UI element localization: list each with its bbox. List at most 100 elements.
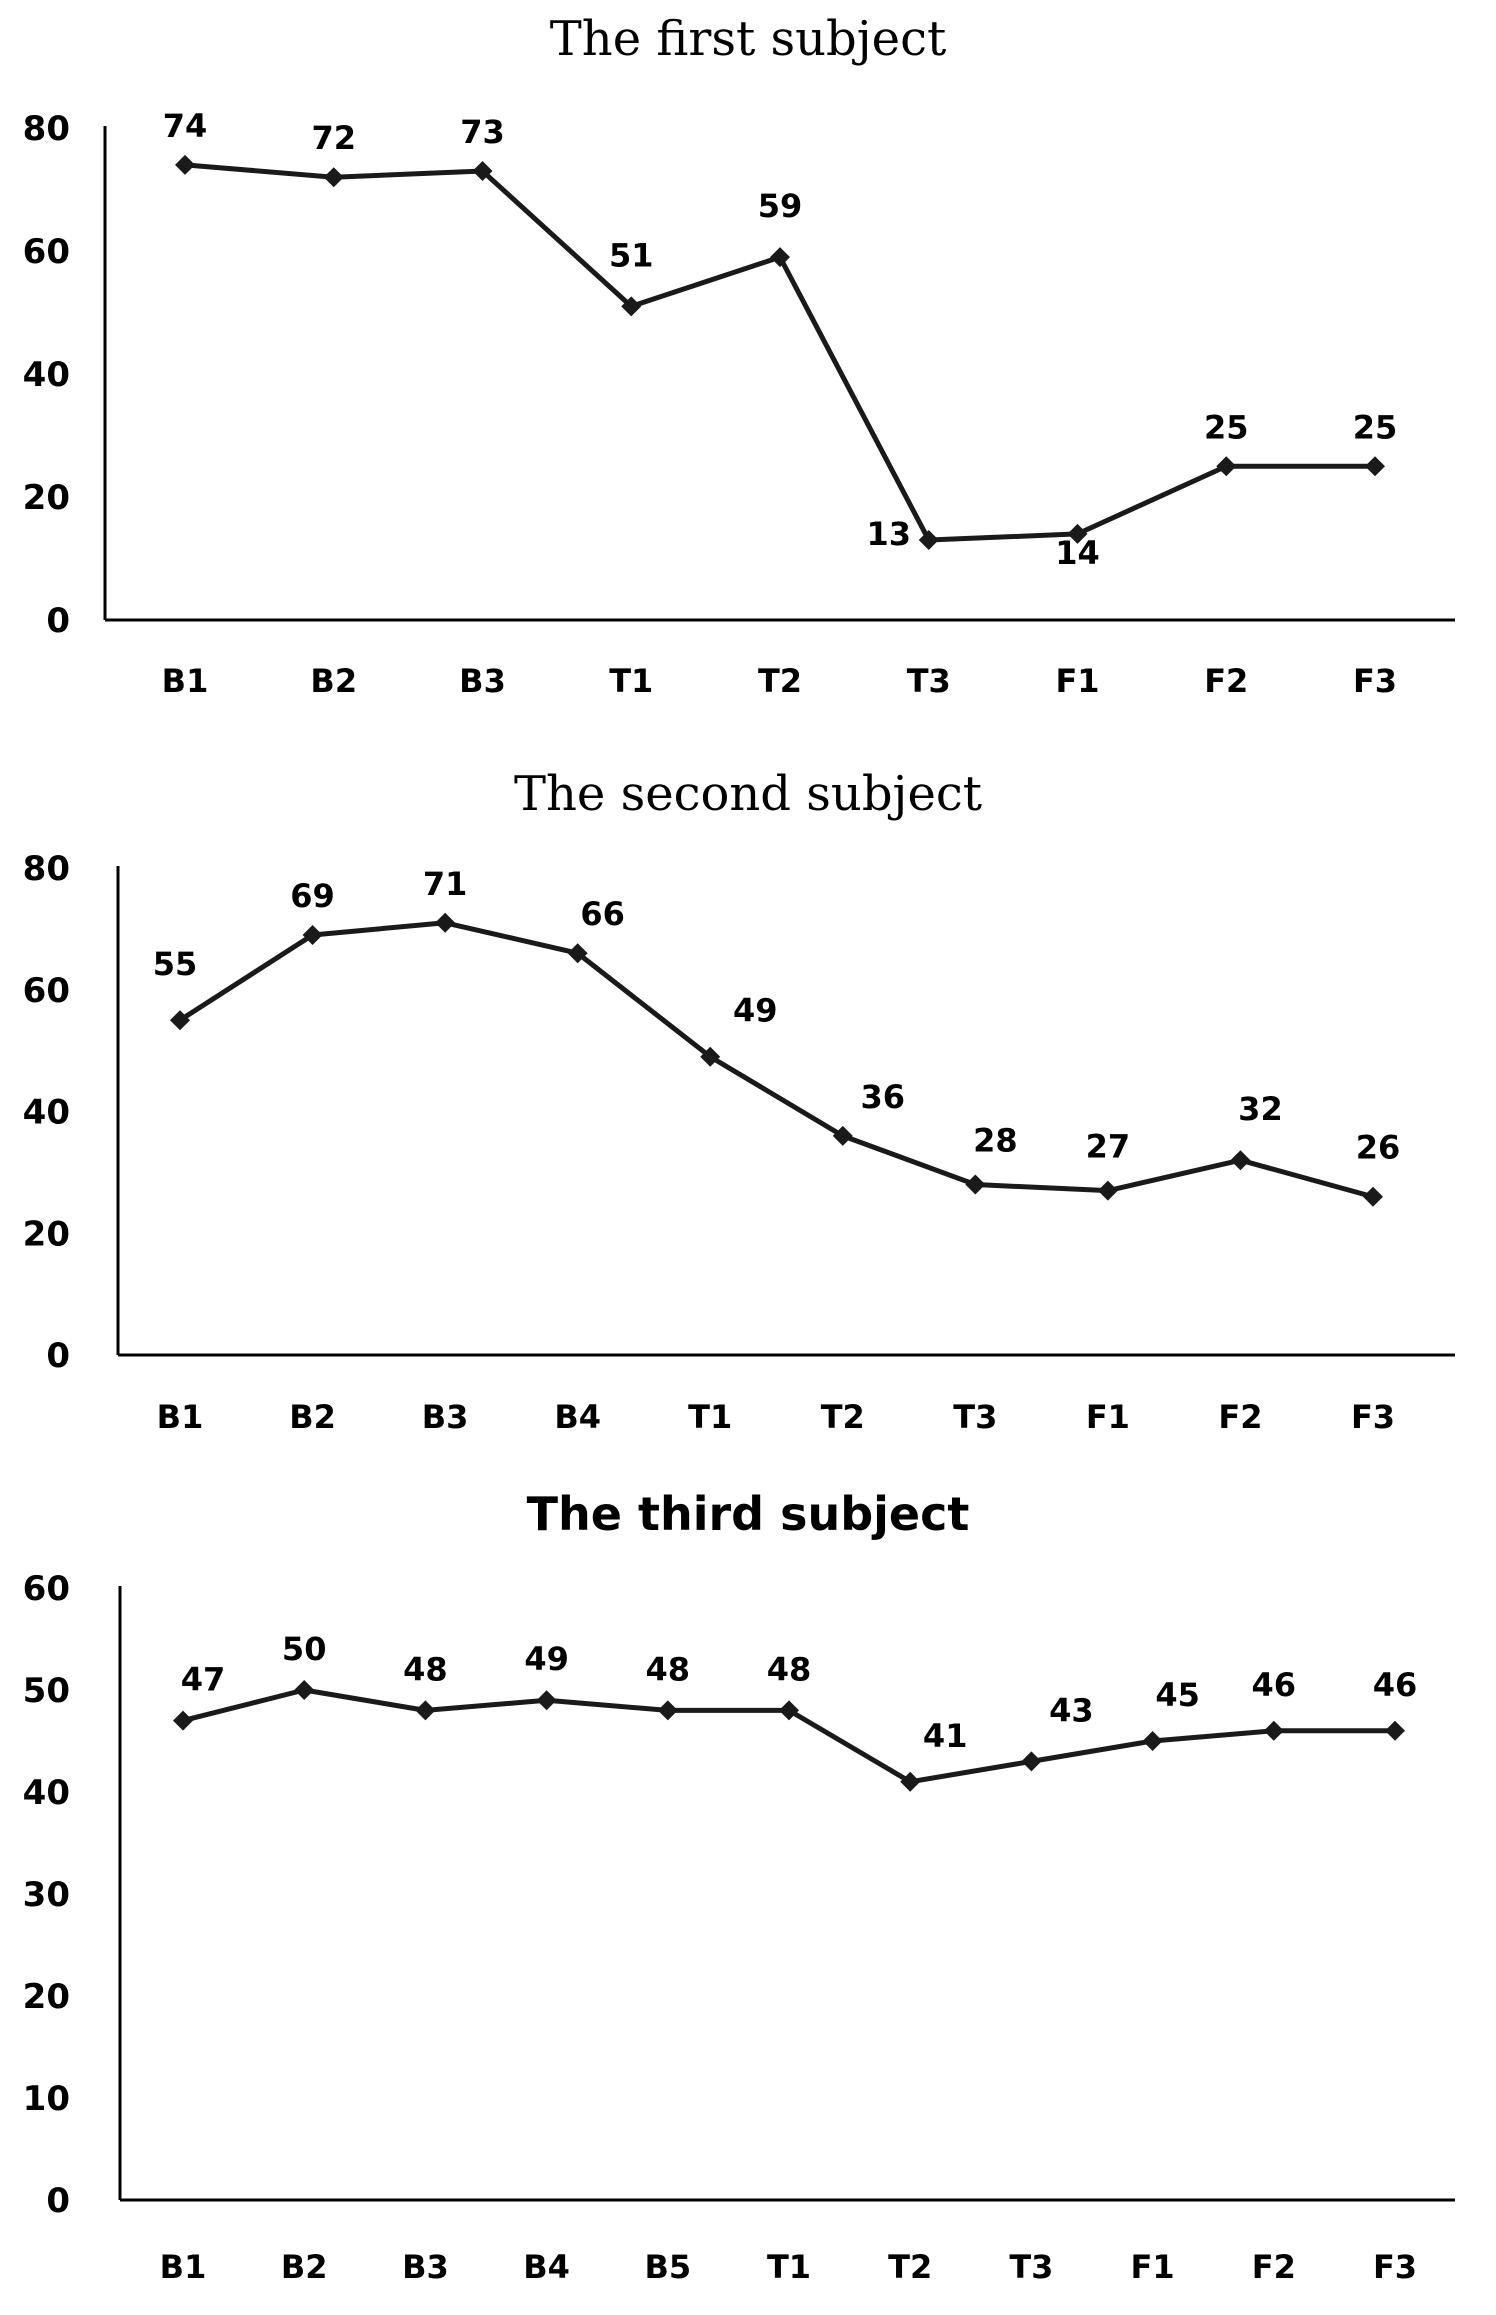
data-label: 55 [153,945,198,983]
x-tick-label: F1 [1086,1398,1130,1436]
x-tick-label: B1 [160,2248,207,2286]
data-point-marker [770,247,790,268]
y-tick-label: 80 [23,109,70,149]
x-tick-label: T2 [888,2248,932,2286]
data-label: 25 [1353,408,1398,446]
data-point-marker [302,924,323,945]
x-tick-label: F3 [1373,2248,1417,2286]
x-tick-label: B2 [310,662,357,700]
data-label: 48 [767,1650,812,1688]
x-tick-label: B1 [157,1398,204,1436]
data-point-marker [621,296,642,317]
y-tick-label: 80 [23,849,70,889]
y-tick-label: 20 [23,1214,70,1254]
data-label: 47 [181,1661,226,1699]
x-tick-label: T1 [688,1398,732,1436]
data-point-marker [170,1010,190,1031]
data-point-marker [1067,523,1088,544]
data-label: 46 [1373,1666,1418,1704]
data-point-marker [536,1690,557,1711]
x-tick-label: B5 [644,2248,691,2286]
data-point-marker [779,1700,799,1721]
data-point-marker [1385,1720,1405,1741]
x-tick-label: F1 [1131,2248,1175,2286]
x-tick-label: F2 [1218,1398,1262,1436]
y-tick-label: 10 [23,2079,70,2119]
data-point-marker [1230,1150,1251,1171]
x-tick-label: T1 [767,2248,811,2286]
y-tick-label: 0 [46,2181,70,2221]
y-tick-label: 50 [23,1671,70,1711]
data-point-marker [567,943,588,964]
x-tick-label: B3 [402,2248,449,2286]
data-label: 69 [290,877,335,915]
x-tick-label: F3 [1351,1398,1395,1436]
data-point-marker [1097,1180,1118,1201]
y-tick-label: 0 [46,601,70,641]
data-label: 72 [311,119,356,157]
data-point-marker [1365,456,1385,477]
data-point-marker [294,1680,315,1700]
data-point-marker [965,1174,986,1195]
data-point-marker [1363,1186,1383,1207]
data-point-marker [1021,1751,1042,1772]
data-label: 48 [646,1650,691,1688]
y-tick-label: 60 [23,1569,70,1609]
x-tick-label: B3 [422,1398,469,1436]
data-point-marker [173,1710,193,1731]
data-point-marker [832,1125,853,1146]
chart-panel-2: The second subject 0 20 40 60 80 B1 B2 B3 B4 T1 T2… [23,766,1455,1436]
x-tick-label: B2 [281,2248,328,2286]
chart-title: The third subject [527,1487,970,1541]
data-point-marker [323,167,344,188]
data-point-marker [1263,1720,1284,1741]
x-tick-label: F3 [1353,662,1397,700]
x-tick-label: B4 [523,2248,570,2286]
x-tick-label: T2 [821,1398,865,1436]
data-label: 48 [403,1650,448,1688]
data-point-marker [657,1700,678,1721]
y-tick-label: 30 [23,1875,70,1915]
x-tick-label: T3 [953,1398,997,1436]
data-label: 49 [733,992,778,1030]
x-tick-label: T3 [1009,2248,1053,2286]
y-tick-label: 60 [23,971,70,1011]
x-tick-label: B2 [289,1398,336,1436]
data-point-marker [472,161,493,182]
data-label: 74 [163,107,208,145]
data-label: 71 [423,865,468,903]
x-tick-label: B3 [459,662,506,700]
x-tick-label: T3 [907,662,951,700]
data-point-marker [1216,456,1237,477]
x-tick-label: B4 [554,1398,601,1436]
data-label: 27 [1086,1128,1131,1166]
y-tick-label: 40 [23,1773,70,1813]
data-label: 73 [460,113,505,151]
series-line [178,920,1374,1200]
data-label: 49 [524,1640,569,1678]
y-tick-label: 40 [23,1093,70,1133]
x-tick-label: T2 [758,662,802,700]
data-label: 36 [861,1078,906,1116]
data-label: 50 [282,1630,327,1668]
x-tick-label: B1 [162,662,209,700]
y-tick-label: 60 [23,232,70,272]
chart-title: The second subject [514,766,982,822]
chart-panel-1: The first subject 0 20 40 60 80 B1 B2 B3 T1 T2 T3 F… [23,11,1455,700]
x-tick-label: F2 [1204,662,1248,700]
data-point-marker [435,912,456,933]
data-label: 66 [580,895,625,933]
data-label: 13 [866,515,911,553]
data-label: 32 [1238,1090,1283,1128]
data-point-marker [415,1700,436,1721]
data-point-marker [700,1046,721,1067]
data-label: 45 [1155,1676,1200,1714]
data-label: 26 [1356,1129,1401,1167]
data-label: 51 [609,236,654,274]
data-label: 43 [1049,1691,1094,1729]
data-point-marker [900,1771,921,1792]
chart-panel-3: The third subject 0 10 20 30 40 50 60 B1 B2 B3 B4 B… [23,1487,1455,2286]
data-label: 25 [1204,408,1249,446]
data-label: 41 [923,1717,968,1755]
x-tick-label: T1 [609,662,653,700]
